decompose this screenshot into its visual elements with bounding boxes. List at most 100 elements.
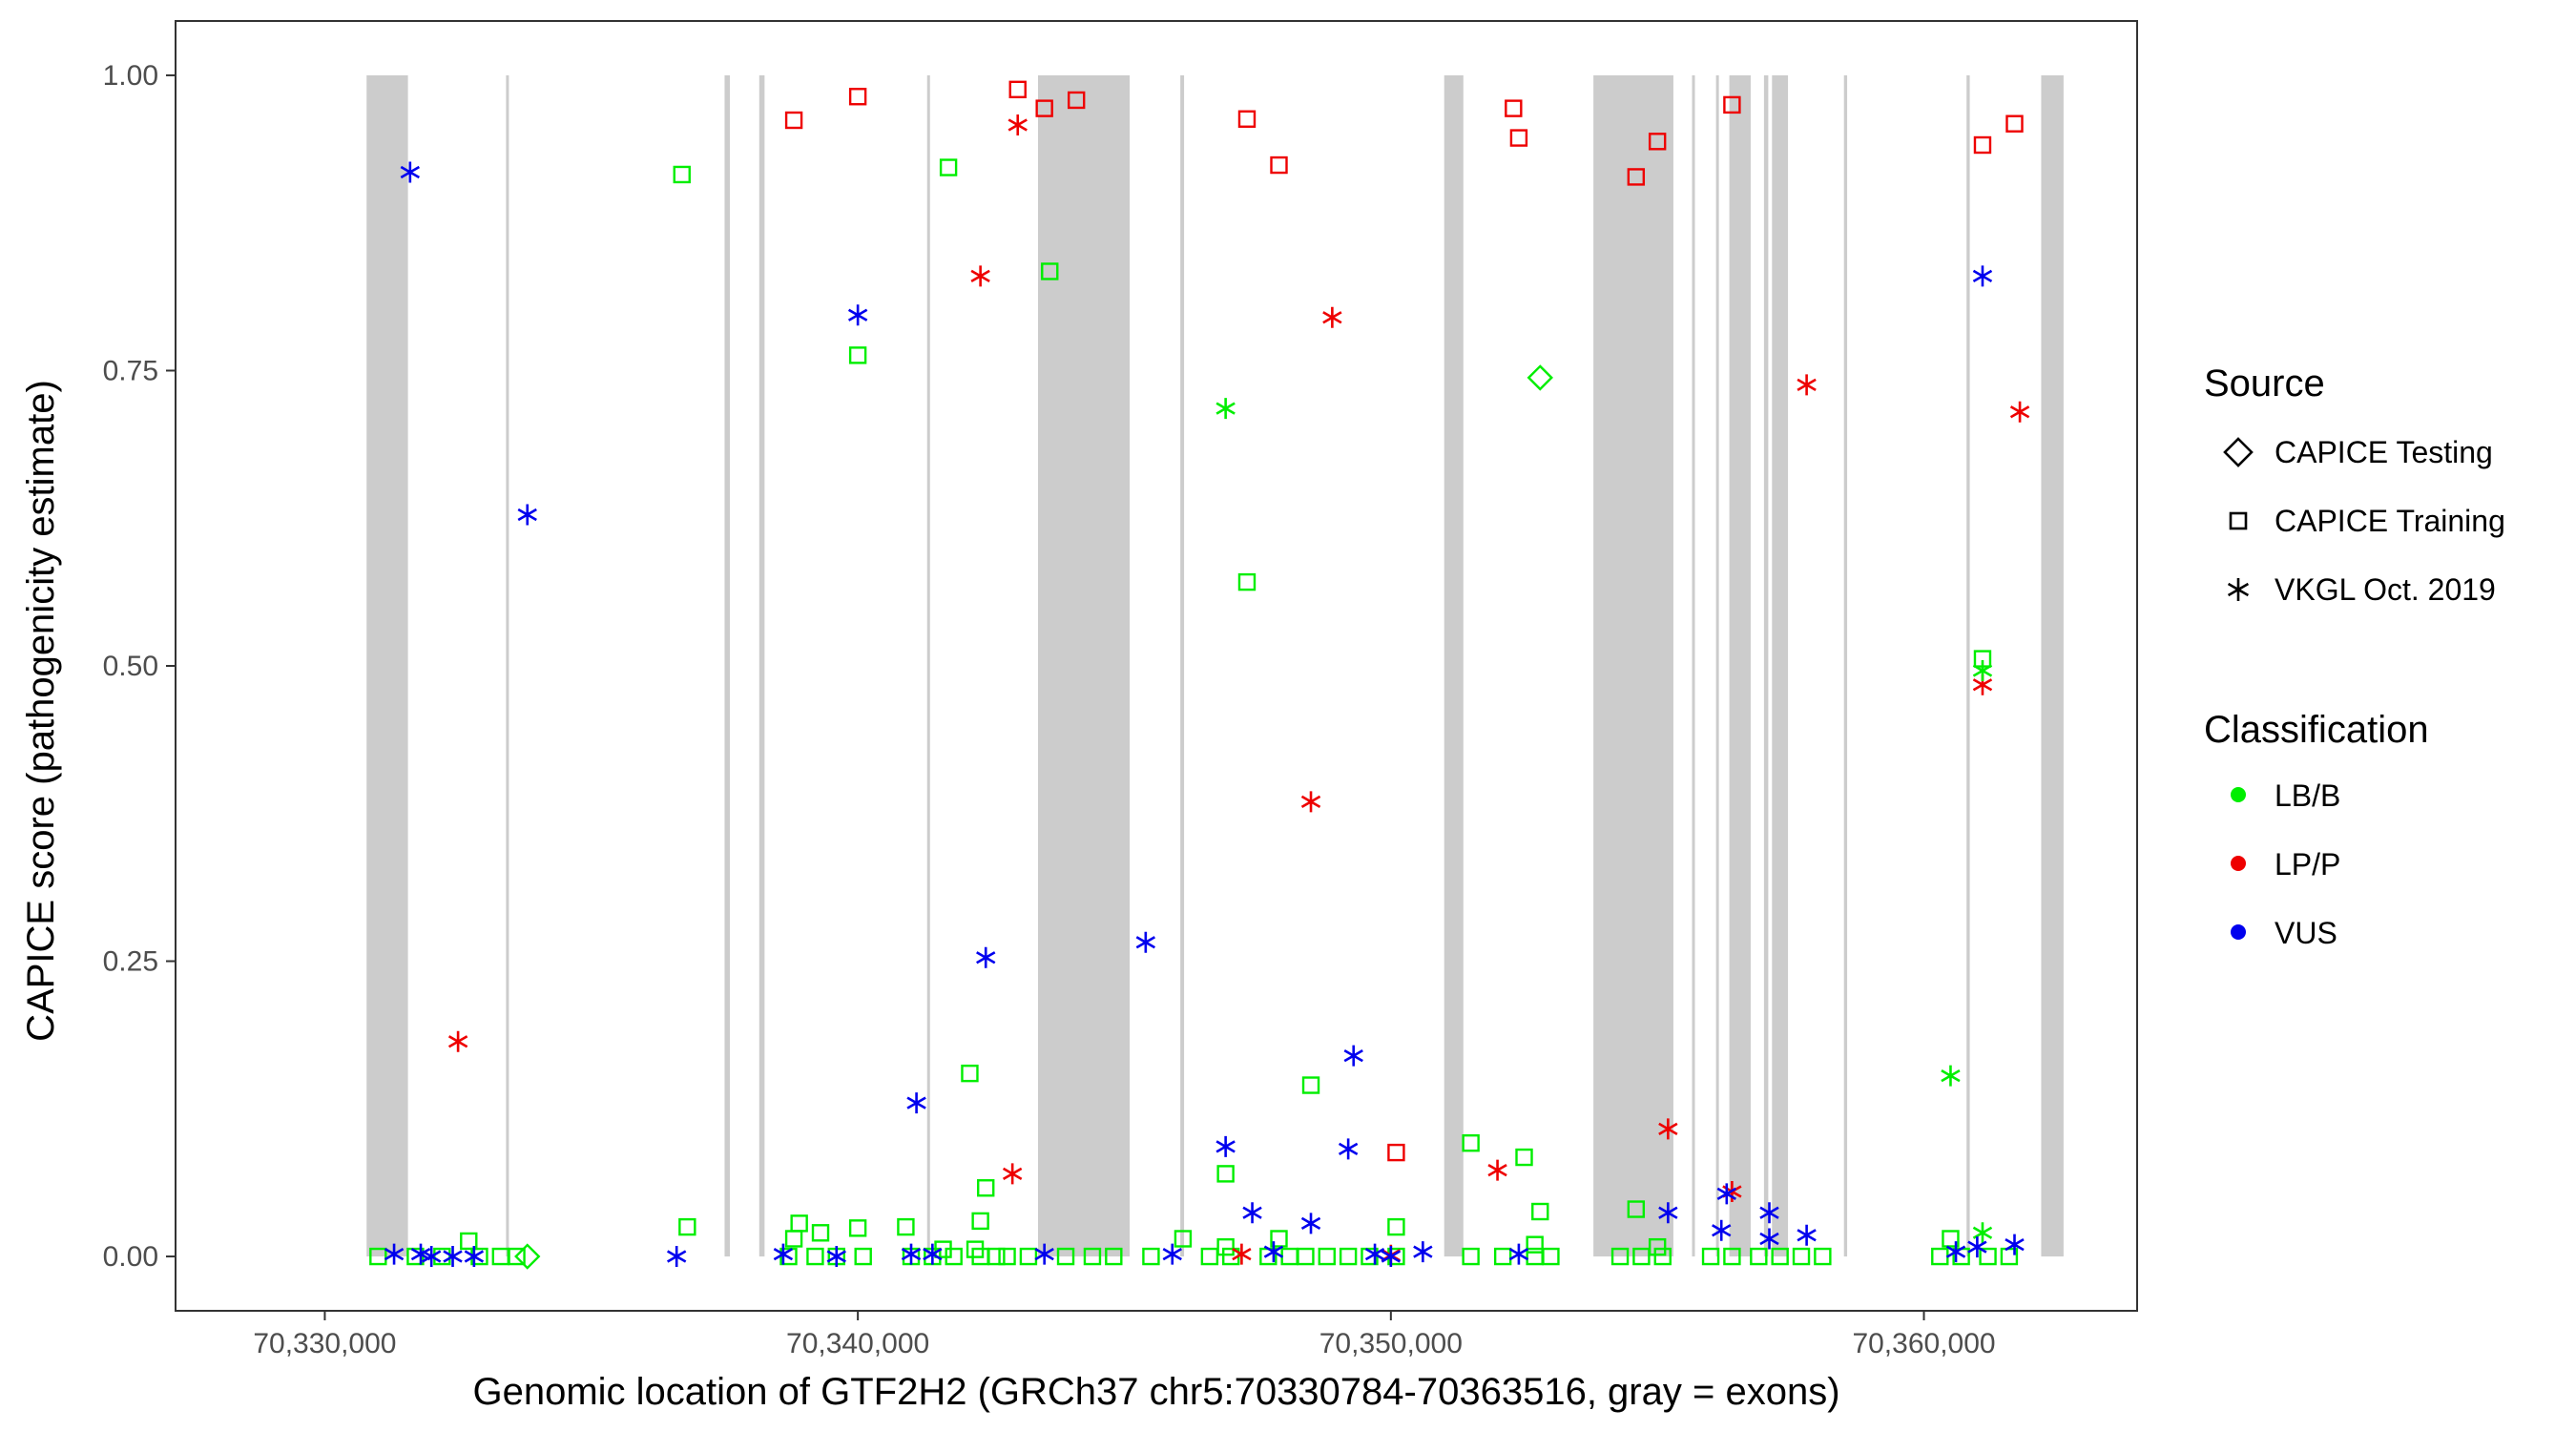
x-tick-label: 70,350,000: [1319, 1328, 1463, 1359]
data-point-square: [945, 1247, 963, 1266]
data-point-square: [369, 1247, 387, 1266]
data-point-asterisk: [421, 1246, 442, 1268]
data-point-asterisk: [923, 1243, 943, 1265]
legend-entry-vkgl: VKGL Oct. 2019: [2227, 572, 2496, 607]
asterisk-icon: [2227, 578, 2250, 601]
data-point-square: [1142, 1247, 1160, 1266]
legend-entry-vus: VUS: [2231, 916, 2337, 950]
data-point-square: [897, 1217, 915, 1236]
data-point-asterisk: [1008, 114, 1028, 135]
data-point-square: [1270, 156, 1288, 175]
data-point-asterisk: [1263, 1241, 1284, 1263]
data-point-square: [1505, 99, 1523, 117]
data-point-square: [1462, 1247, 1480, 1266]
data-point-square: [971, 1212, 989, 1231]
data-point-asterisk: [384, 1243, 405, 1265]
legend-source-title: Source: [2204, 363, 2325, 404]
data-point-asterisk: [1381, 1246, 1402, 1268]
data-point-asterisk: [2009, 401, 2030, 423]
data-point-asterisk: [1759, 1202, 1779, 1224]
x-tick-label: 70,340,000: [786, 1328, 929, 1359]
data-point-square: [1723, 1247, 1741, 1266]
exon-band: [1692, 74, 1695, 1257]
data-point-square: [987, 1247, 1006, 1266]
data-point-square: [1301, 1076, 1320, 1094]
data-point-square: [1610, 1247, 1630, 1266]
data-point-square: [1979, 1247, 1997, 1266]
data-point-square: [806, 1247, 824, 1266]
data-point-square: [508, 1247, 526, 1266]
data-point-asterisk: [1338, 1138, 1359, 1160]
data-point-square: [848, 1219, 867, 1237]
exon-band: [724, 74, 731, 1257]
exon-band: [1715, 74, 1719, 1257]
data-point-asterisk: [1658, 1118, 1678, 1140]
y-tick-label: 0.25: [103, 946, 158, 978]
data-point-square: [784, 1230, 803, 1248]
data-point-square: [961, 1064, 979, 1083]
data-point-asterisk: [1232, 1243, 1252, 1265]
data-point-asterisk: [1300, 791, 1321, 813]
data-point-asterisk: [1972, 265, 1993, 287]
data-point-square: [854, 1247, 872, 1266]
data-point-asterisk: [1658, 1202, 1678, 1224]
data-point-square: [1019, 1247, 1038, 1266]
data-point-square: [1531, 1202, 1549, 1221]
data-point-square: [998, 1247, 1016, 1266]
data-point-square: [1542, 1247, 1560, 1266]
data-point-square: [1493, 1247, 1512, 1266]
data-point-square: [848, 346, 867, 364]
data-point-square: [1270, 1230, 1288, 1248]
data-point-asterisk: [1797, 1224, 1817, 1246]
x-tick-label: 70,360,000: [1852, 1328, 1995, 1359]
data-point-asterisk: [1712, 1219, 1732, 1241]
data-point-asterisk: [400, 161, 421, 183]
data-point-asterisk: [443, 1246, 463, 1268]
legend: Source CAPICE Testing CAPICE Training VK…: [2204, 363, 2505, 950]
data-point-square: [1067, 91, 1086, 110]
x-axis-ticks: 70,330,000 70,340,000 70,350,000 70,360,000: [253, 1311, 1996, 1359]
exon-band: [1180, 74, 1185, 1257]
data-point-square: [1627, 1200, 1646, 1218]
data-point-square: [1083, 1247, 1102, 1266]
y-tick-label: 0.00: [103, 1241, 158, 1273]
legend-entry-capice-testing: CAPICE Testing: [2223, 435, 2493, 469]
data-points: [369, 80, 2030, 1270]
data-point-square: [977, 1179, 995, 1197]
data-point-square: [1973, 135, 1992, 155]
legend-label-capice-training: CAPICE Training: [2275, 504, 2505, 538]
data-point-square: [1648, 1237, 1667, 1256]
exon-band: [1966, 74, 1970, 1257]
data-point-square: [784, 111, 803, 130]
data-point-asterisk: [847, 304, 868, 326]
legend-label-capice-testing: CAPICE Testing: [2275, 435, 2493, 469]
data-point-square: [1701, 1247, 1720, 1266]
data-point-asterisk: [2005, 1234, 2025, 1255]
data-point-asterisk: [1034, 1243, 1054, 1265]
lp-p-dot-icon: [2231, 856, 2246, 871]
data-point-square: [1237, 110, 1257, 128]
data-point-square: [1632, 1247, 1651, 1266]
data-point-asterisk: [410, 1243, 431, 1265]
data-point-asterisk: [1322, 306, 1342, 328]
data-point-square: [1237, 572, 1257, 591]
exon-band: [1444, 74, 1464, 1257]
legend-label-lp-p: LP/P: [2275, 847, 2340, 881]
vus-dot-icon: [2231, 924, 2246, 940]
exon-band: [1843, 74, 1848, 1257]
data-point-asterisk: [1413, 1241, 1433, 1263]
data-point-asterisk: [1242, 1202, 1262, 1224]
exon-band: [506, 74, 509, 1257]
data-point-asterisk: [906, 1092, 926, 1114]
x-tick-label: 70,330,000: [253, 1328, 396, 1359]
data-point-asterisk: [517, 504, 537, 526]
legend-label-lb-b: LB/B: [2275, 778, 2340, 813]
data-point-asterisk: [976, 946, 996, 968]
data-point-square: [1526, 1235, 1544, 1254]
data-point-square: [1462, 1133, 1480, 1152]
y-tick-label: 0.75: [103, 355, 158, 386]
data-point-asterisk: [1300, 1213, 1321, 1234]
data-point-square: [1035, 99, 1053, 117]
exon-band: [1763, 74, 1769, 1257]
